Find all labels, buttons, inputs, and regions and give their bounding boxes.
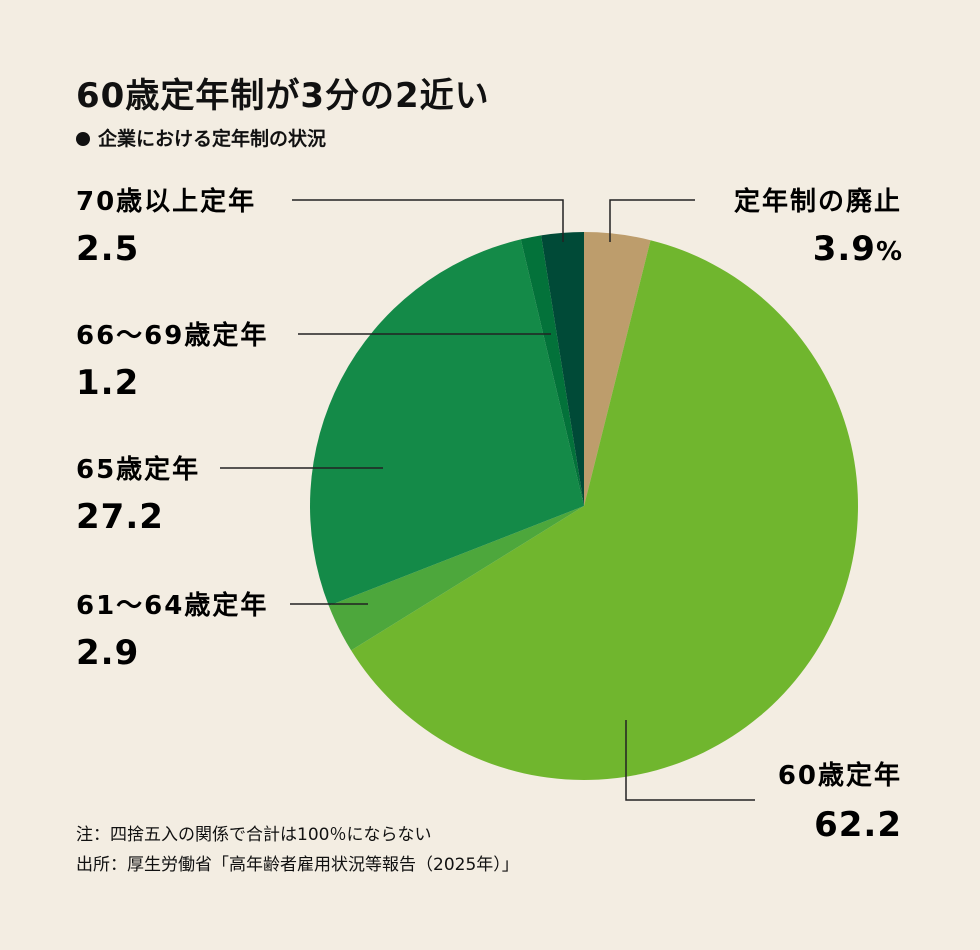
- pie-slice-4: [520, 235, 584, 506]
- leader-line-abolished: [609, 199, 695, 242]
- pie-slices: [310, 232, 858, 780]
- subtitle-text: 企業における定年制の状況: [98, 128, 327, 150]
- footnotes: 注：四捨五入の関係で合計は100％にならない 出所：厚生労働省「高年齢者雇用状況…: [76, 820, 519, 880]
- leader-line-70: [292, 199, 564, 242]
- percent-unit: %: [876, 237, 902, 267]
- slice-label-60: 60歳定年: [778, 760, 902, 791]
- slice-label-65: 65歳定年: [76, 454, 200, 485]
- leader-lines: [220, 199, 755, 801]
- source-text: 出所：厚生労働省「高年齢者雇用状況等報告（2025年）」: [76, 855, 519, 875]
- slice-label-66-69: 66〜69歳定年: [76, 320, 268, 351]
- slice-value-abolished: 3.9: [813, 229, 876, 269]
- note-text: 注：四捨五入の関係で合計は100％にならない: [76, 825, 432, 845]
- pie-slice-5: [541, 232, 584, 506]
- slice-value-60: 62.2: [814, 805, 902, 845]
- slice-label-70plus: 70歳以上定年: [76, 186, 256, 217]
- chart-subtitle: 企業における定年制の状況: [76, 124, 326, 151]
- slice-value-66-69: 1.2: [76, 363, 139, 403]
- slice-label-abolished: 定年制の廃止: [734, 186, 902, 217]
- leader-line-60: [625, 720, 755, 801]
- slice-value-70plus: 2.5: [76, 229, 139, 269]
- pie-slice-1: [351, 240, 858, 780]
- bullet-icon: [76, 132, 90, 146]
- slice-value-61-64: 2.9: [76, 633, 139, 673]
- slice-value-65: 27.2: [76, 497, 164, 537]
- slice-value-abolished-group: 3.9%: [813, 229, 902, 269]
- chart-title: 60歳定年制が3分の2近い: [76, 76, 490, 116]
- slice-label-61-64: 61〜64歳定年: [76, 590, 268, 621]
- pie-slice-3: [310, 239, 584, 606]
- pie-slice-2: [328, 506, 584, 651]
- pie-slice-0: [584, 232, 651, 506]
